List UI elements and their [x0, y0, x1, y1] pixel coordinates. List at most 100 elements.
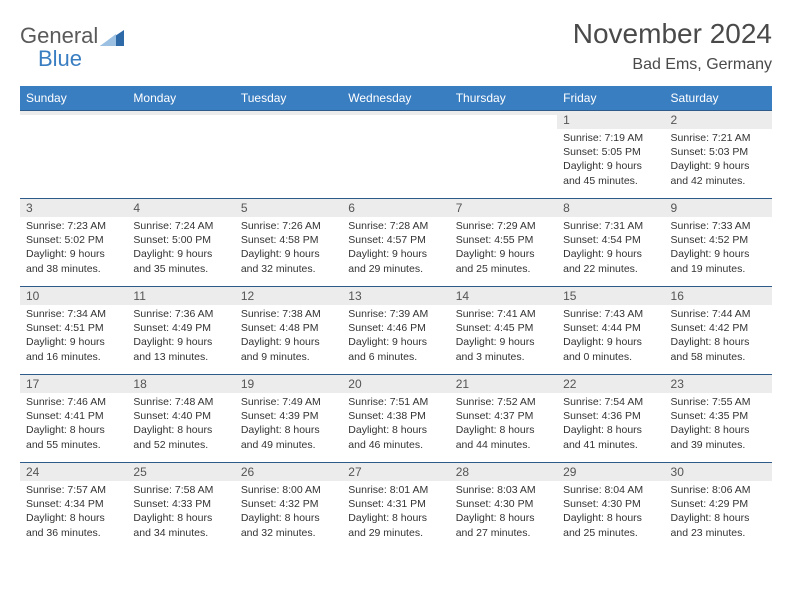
- daylight-text: Daylight: 8 hours and 49 minutes.: [241, 423, 336, 451]
- logo-text: General Blue: [20, 24, 98, 70]
- day-content: Sunrise: 7:55 AMSunset: 4:35 PMDaylight:…: [665, 393, 772, 462]
- month-title: November 2024: [573, 18, 772, 50]
- logo-word1: General: [20, 24, 98, 47]
- day-header: Monday: [127, 86, 234, 111]
- day-content: Sunrise: 7:58 AMSunset: 4:33 PMDaylight:…: [127, 481, 234, 551]
- day-content: Sunrise: 7:41 AMSunset: 4:45 PMDaylight:…: [450, 305, 557, 374]
- day-content: Sunrise: 7:48 AMSunset: 4:40 PMDaylight:…: [127, 393, 234, 462]
- daylight-text: Daylight: 8 hours and 58 minutes.: [671, 335, 766, 363]
- daylight-text: Daylight: 8 hours and 23 minutes.: [671, 511, 766, 539]
- day-number: 29: [557, 463, 664, 481]
- header: General Blue November 2024 Bad Ems, Germ…: [20, 18, 772, 74]
- daylight-text: Daylight: 8 hours and 34 minutes.: [133, 511, 228, 539]
- sunset-text: Sunset: 4:35 PM: [671, 409, 766, 423]
- day-number: 28: [450, 463, 557, 481]
- day-number: 15: [557, 287, 664, 305]
- calendar-cell: 17Sunrise: 7:46 AMSunset: 4:41 PMDayligh…: [20, 375, 127, 463]
- sunset-text: Sunset: 4:40 PM: [133, 409, 228, 423]
- calendar-cell: [235, 111, 342, 199]
- sunrise-text: Sunrise: 7:19 AM: [563, 131, 658, 145]
- sunset-text: Sunset: 4:36 PM: [563, 409, 658, 423]
- daylight-text: Daylight: 8 hours and 27 minutes.: [456, 511, 551, 539]
- sunrise-text: Sunrise: 7:54 AM: [563, 395, 658, 409]
- calendar-cell: 7Sunrise: 7:29 AMSunset: 4:55 PMDaylight…: [450, 199, 557, 287]
- day-number: 25: [127, 463, 234, 481]
- sunset-text: Sunset: 4:37 PM: [456, 409, 551, 423]
- calendar-cell: 6Sunrise: 7:28 AMSunset: 4:57 PMDaylight…: [342, 199, 449, 287]
- daylight-text: Daylight: 9 hours and 42 minutes.: [671, 159, 766, 187]
- sunset-text: Sunset: 4:39 PM: [241, 409, 336, 423]
- day-content: Sunrise: 7:46 AMSunset: 4:41 PMDaylight:…: [20, 393, 127, 462]
- day-content: Sunrise: 7:51 AMSunset: 4:38 PMDaylight:…: [342, 393, 449, 462]
- calendar-cell: 22Sunrise: 7:54 AMSunset: 4:36 PMDayligh…: [557, 375, 664, 463]
- day-content: Sunrise: 7:34 AMSunset: 4:51 PMDaylight:…: [20, 305, 127, 374]
- sunset-text: Sunset: 4:55 PM: [456, 233, 551, 247]
- sunset-text: Sunset: 4:57 PM: [348, 233, 443, 247]
- logo: General Blue: [20, 18, 124, 70]
- sunrise-text: Sunrise: 7:48 AM: [133, 395, 228, 409]
- daylight-text: Daylight: 9 hours and 9 minutes.: [241, 335, 336, 363]
- day-content: Sunrise: 7:36 AMSunset: 4:49 PMDaylight:…: [127, 305, 234, 374]
- calendar-cell: 30Sunrise: 8:06 AMSunset: 4:29 PMDayligh…: [665, 463, 772, 551]
- day-content: [235, 115, 342, 198]
- calendar-cell: 27Sunrise: 8:01 AMSunset: 4:31 PMDayligh…: [342, 463, 449, 551]
- day-content: Sunrise: 7:29 AMSunset: 4:55 PMDaylight:…: [450, 217, 557, 286]
- sunset-text: Sunset: 4:38 PM: [348, 409, 443, 423]
- day-number: 23: [665, 375, 772, 393]
- day-content: Sunrise: 7:44 AMSunset: 4:42 PMDaylight:…: [665, 305, 772, 374]
- daylight-text: Daylight: 9 hours and 16 minutes.: [26, 335, 121, 363]
- calendar-week: 3Sunrise: 7:23 AMSunset: 5:02 PMDaylight…: [20, 199, 772, 287]
- calendar-week: 10Sunrise: 7:34 AMSunset: 4:51 PMDayligh…: [20, 287, 772, 375]
- day-number: 12: [235, 287, 342, 305]
- title-block: November 2024 Bad Ems, Germany: [573, 18, 772, 74]
- day-header: Friday: [557, 86, 664, 111]
- sunrise-text: Sunrise: 7:49 AM: [241, 395, 336, 409]
- sunrise-text: Sunrise: 7:55 AM: [671, 395, 766, 409]
- day-number: 21: [450, 375, 557, 393]
- day-header: Thursday: [450, 86, 557, 111]
- sunset-text: Sunset: 4:31 PM: [348, 497, 443, 511]
- day-content: Sunrise: 7:28 AMSunset: 4:57 PMDaylight:…: [342, 217, 449, 286]
- daylight-text: Daylight: 9 hours and 19 minutes.: [671, 247, 766, 275]
- calendar-cell: 29Sunrise: 8:04 AMSunset: 4:30 PMDayligh…: [557, 463, 664, 551]
- calendar-cell: 11Sunrise: 7:36 AMSunset: 4:49 PMDayligh…: [127, 287, 234, 375]
- sunrise-text: Sunrise: 7:33 AM: [671, 219, 766, 233]
- day-content: Sunrise: 7:21 AMSunset: 5:03 PMDaylight:…: [665, 129, 772, 198]
- sunrise-text: Sunrise: 8:01 AM: [348, 483, 443, 497]
- sunrise-text: Sunrise: 8:06 AM: [671, 483, 766, 497]
- day-content: Sunrise: 7:39 AMSunset: 4:46 PMDaylight:…: [342, 305, 449, 374]
- sunset-text: Sunset: 5:02 PM: [26, 233, 121, 247]
- sunrise-text: Sunrise: 8:03 AM: [456, 483, 551, 497]
- calendar-cell: 19Sunrise: 7:49 AMSunset: 4:39 PMDayligh…: [235, 375, 342, 463]
- day-number: 1: [557, 111, 664, 129]
- sunrise-text: Sunrise: 7:36 AM: [133, 307, 228, 321]
- calendar-cell: 23Sunrise: 7:55 AMSunset: 4:35 PMDayligh…: [665, 375, 772, 463]
- sunset-text: Sunset: 4:33 PM: [133, 497, 228, 511]
- daylight-text: Daylight: 9 hours and 3 minutes.: [456, 335, 551, 363]
- day-number: 17: [20, 375, 127, 393]
- day-number: 13: [342, 287, 449, 305]
- calendar-week: 17Sunrise: 7:46 AMSunset: 4:41 PMDayligh…: [20, 375, 772, 463]
- calendar-cell: 16Sunrise: 7:44 AMSunset: 4:42 PMDayligh…: [665, 287, 772, 375]
- day-content: Sunrise: 7:33 AMSunset: 4:52 PMDaylight:…: [665, 217, 772, 286]
- daylight-text: Daylight: 8 hours and 29 minutes.: [348, 511, 443, 539]
- calendar-cell: 21Sunrise: 7:52 AMSunset: 4:37 PMDayligh…: [450, 375, 557, 463]
- daylight-text: Daylight: 9 hours and 0 minutes.: [563, 335, 658, 363]
- calendar-cell: 15Sunrise: 7:43 AMSunset: 4:44 PMDayligh…: [557, 287, 664, 375]
- logo-word2: Blue: [20, 47, 98, 70]
- day-content: Sunrise: 7:38 AMSunset: 4:48 PMDaylight:…: [235, 305, 342, 374]
- day-content: Sunrise: 8:00 AMSunset: 4:32 PMDaylight:…: [235, 481, 342, 551]
- daylight-text: Daylight: 9 hours and 38 minutes.: [26, 247, 121, 275]
- sunset-text: Sunset: 4:49 PM: [133, 321, 228, 335]
- calendar-cell: 5Sunrise: 7:26 AMSunset: 4:58 PMDaylight…: [235, 199, 342, 287]
- day-content: Sunrise: 7:49 AMSunset: 4:39 PMDaylight:…: [235, 393, 342, 462]
- day-content: Sunrise: 7:23 AMSunset: 5:02 PMDaylight:…: [20, 217, 127, 286]
- day-content: Sunrise: 7:31 AMSunset: 4:54 PMDaylight:…: [557, 217, 664, 286]
- calendar-cell: [450, 111, 557, 199]
- sunrise-text: Sunrise: 7:23 AM: [26, 219, 121, 233]
- logo-triangle-icon: [100, 28, 124, 46]
- sunrise-text: Sunrise: 7:24 AM: [133, 219, 228, 233]
- sunset-text: Sunset: 4:51 PM: [26, 321, 121, 335]
- calendar-cell: [342, 111, 449, 199]
- day-number: 3: [20, 199, 127, 217]
